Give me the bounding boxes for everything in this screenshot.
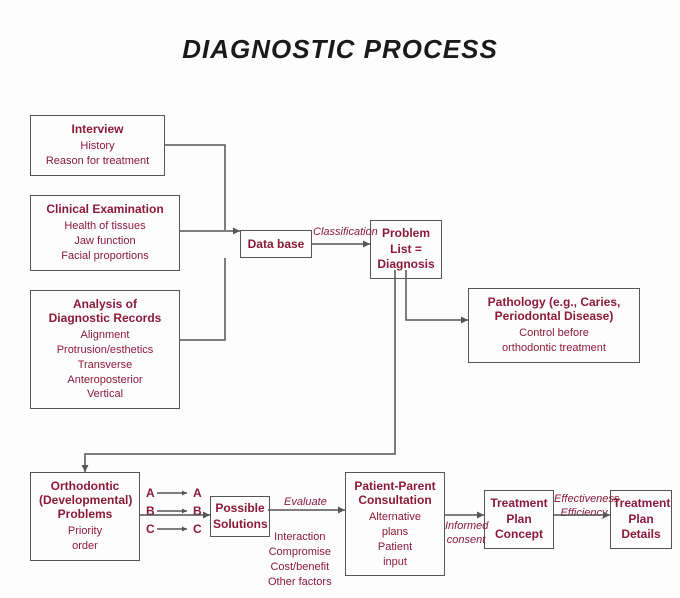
node-clinical: Clinical Examination Health of tissuesJa… — [30, 195, 180, 271]
node-details-title: TreatmentPlanDetails — [613, 496, 669, 543]
abc-right: ABC — [193, 484, 202, 538]
node-database-title: Data base — [245, 237, 307, 251]
node-analysis-body: AlignmentProtrusion/estheticsTransverseA… — [39, 328, 171, 402]
node-concept-title: TreatmentPlanConcept — [487, 496, 551, 543]
edge-label-evaluate: Evaluate — [284, 495, 327, 509]
node-interview-title: Interview — [39, 122, 156, 136]
node-interview: Interview HistoryReason for treatment — [30, 115, 165, 176]
node-possible: PossibleSolutions — [210, 496, 270, 537]
edge-label-classification: Classification — [313, 225, 378, 239]
node-concept: TreatmentPlanConcept — [484, 490, 554, 549]
node-analysis: Analysis ofDiagnostic Records AlignmentP… — [30, 290, 180, 409]
node-consult-title: Patient-ParentConsultation — [354, 479, 436, 507]
node-details: TreatmentPlanDetails — [610, 490, 672, 549]
evaluate-list: InteractionCompromiseCost/benefitOther f… — [268, 530, 332, 589]
node-problem-title: ProblemList =Diagnosis — [374, 226, 438, 273]
node-possible-title: PossibleSolutions — [213, 501, 267, 532]
edge-label-informed: Informedconsent — [445, 519, 487, 548]
node-ortho: Orthodontic(Developmental)Problems Prior… — [30, 472, 140, 561]
node-clinical-title: Clinical Examination — [39, 202, 171, 216]
node-ortho-body: Priorityorder — [39, 524, 131, 554]
node-pathology: Pathology (e.g., Caries,Periodontal Dise… — [468, 288, 640, 363]
node-database: Data base — [240, 230, 312, 258]
node-problem: ProblemList =Diagnosis — [370, 220, 442, 279]
node-pathology-body: Control beforeorthodontic treatment — [477, 326, 631, 356]
edge-label-effectiveness: EffectivenessEfficiency — [554, 492, 614, 521]
node-consult-body: AlternativeplansPatientinput — [354, 510, 436, 569]
node-pathology-title: Pathology (e.g., Caries,Periodontal Dise… — [477, 295, 631, 323]
page-title: DIAGNOSTIC PROCESS — [0, 34, 680, 65]
node-clinical-body: Health of tissuesJaw functionFacial prop… — [39, 219, 171, 264]
node-interview-body: HistoryReason for treatment — [39, 139, 156, 169]
node-ortho-title: Orthodontic(Developmental)Problems — [39, 479, 131, 521]
node-consult: Patient-ParentConsultation Alternativepl… — [345, 472, 445, 576]
abc-left: ABC — [146, 484, 155, 538]
node-analysis-title: Analysis ofDiagnostic Records — [39, 297, 171, 325]
